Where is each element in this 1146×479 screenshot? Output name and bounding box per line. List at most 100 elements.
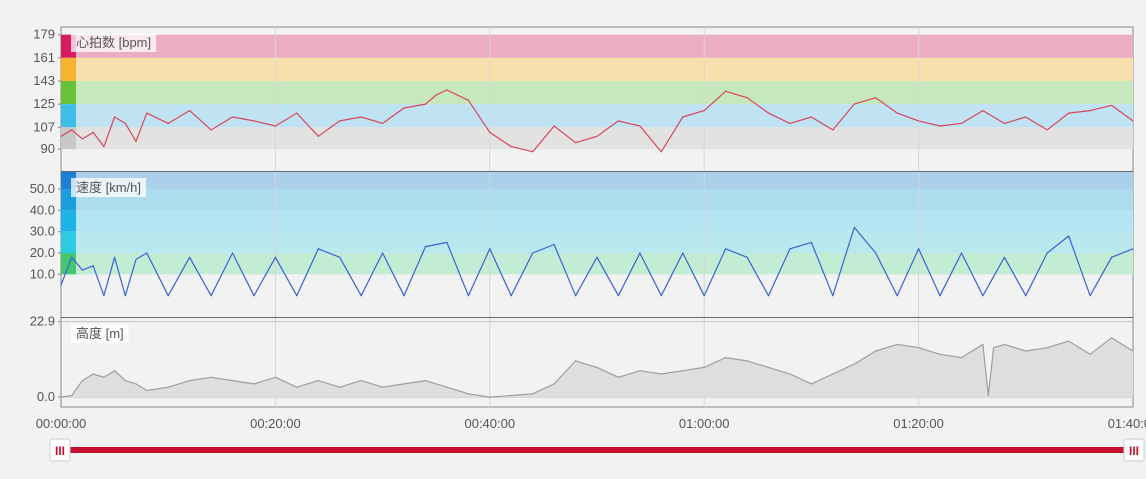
data-point-1-44 (918, 248, 920, 250)
data-point-2-29 (596, 366, 598, 369)
zone-band-0-0 (61, 34, 1133, 58)
data-point-0-47 (960, 122, 963, 125)
data-point-0-18 (360, 116, 362, 118)
y-tick-label-2-1: 0.0 (37, 389, 55, 404)
data-point-1-30 (617, 295, 620, 297)
data-point-2-47 (982, 343, 984, 345)
data-point-1-12 (231, 252, 234, 254)
data-point-0-45 (918, 120, 920, 122)
data-point-2-27 (553, 383, 555, 385)
data-point-1-34 (703, 295, 705, 297)
data-point-1-25 (510, 295, 512, 297)
data-point-1-15 (296, 295, 298, 297)
data-point-0-52 (1068, 112, 1070, 114)
range-slider-track[interactable] (61, 447, 1133, 453)
data-point-1-6 (124, 295, 126, 297)
data-point-2-13 (253, 383, 255, 385)
data-point-2-48 (987, 394, 989, 397)
data-point-1-48 (1003, 256, 1005, 258)
data-point-2-14 (274, 376, 276, 378)
data-point-1-27 (553, 243, 555, 246)
zone-marker-0-2 (61, 81, 76, 105)
data-point-0-15 (296, 112, 298, 114)
data-point-2-25 (510, 394, 512, 397)
data-point-2-24 (489, 396, 491, 398)
data-point-0-48 (982, 109, 984, 112)
data-point-2-28 (574, 360, 577, 362)
x-tick-label-3: 01:00:00 (679, 416, 730, 431)
data-point-2-10 (189, 380, 191, 382)
y-tick-label-0-5: 90 (41, 141, 55, 156)
data-point-2-43 (896, 343, 898, 345)
y-tick-label-0-2: 143 (33, 73, 55, 88)
data-point-1-43 (896, 295, 898, 297)
data-point-0-0 (60, 135, 62, 137)
data-point-1-0 (60, 284, 62, 286)
data-point-1-8 (146, 252, 148, 254)
zone-marker-0-4 (61, 127, 76, 150)
panel-label-2: 高度 [m] (76, 326, 124, 341)
data-point-1-33 (682, 252, 684, 254)
y-tick-label-0-4: 107 (33, 119, 55, 134)
data-point-1-50 (1046, 252, 1048, 254)
data-point-2-50 (1003, 343, 1005, 345)
data-point-0-29 (574, 142, 577, 144)
data-point-1-20 (403, 295, 405, 297)
data-point-1-21 (424, 246, 427, 248)
data-point-1-16 (317, 248, 319, 250)
zone-band-1-0 (61, 172, 1133, 190)
panel-label-bg-2 (71, 324, 129, 343)
data-point-1-35 (725, 248, 727, 250)
data-point-0-49 (1003, 122, 1005, 125)
zone-band-1-1 (61, 189, 1133, 211)
range-slider-handle-right[interactable] (1123, 438, 1145, 462)
data-point-0-13 (253, 120, 255, 122)
data-point-2-18 (360, 380, 362, 382)
data-point-1-7 (135, 258, 137, 261)
data-point-2-53 (1068, 340, 1070, 342)
data-point-1-11 (210, 295, 212, 297)
data-point-2-12 (231, 380, 234, 382)
y-tick-label-1-1: 40.0 (30, 202, 55, 217)
zone-band-1-4 (61, 253, 1133, 275)
data-point-2-44 (918, 347, 920, 349)
data-point-2-3 (92, 373, 94, 375)
data-point-2-35 (725, 356, 727, 359)
data-point-1-41 (853, 226, 855, 229)
zone-marker-1-3 (61, 231, 76, 254)
data-point-1-28 (574, 295, 577, 297)
y-tick-label-0-0: 179 (33, 27, 55, 42)
y-tick-label-0-3: 125 (33, 96, 55, 111)
data-point-0-16 (317, 135, 319, 137)
data-point-0-1 (71, 129, 73, 131)
data-point-1-22 (446, 241, 448, 243)
data-point-0-37 (746, 97, 748, 99)
data-point-0-20 (403, 107, 405, 109)
data-point-2-6 (124, 380, 126, 382)
data-point-0-5 (114, 116, 116, 118)
data-point-1-4 (103, 295, 105, 297)
x-tick-label-5: 01:40:00 (1108, 416, 1146, 431)
data-point-0-27 (532, 151, 534, 153)
data-point-2-49 (993, 347, 995, 349)
x-tick-label-4: 01:20:00 (893, 416, 944, 431)
data-point-0-7 (135, 140, 137, 143)
data-point-1-14 (274, 256, 276, 258)
data-point-0-19 (382, 122, 384, 125)
data-point-2-30 (617, 376, 620, 378)
y-tick-label-1-2: 30.0 (30, 224, 55, 239)
data-point-0-35 (703, 109, 705, 112)
data-point-0-28 (553, 125, 555, 127)
data-point-1-1 (71, 256, 73, 258)
zone-band-0-4 (61, 127, 1133, 150)
data-point-2-7 (135, 383, 137, 385)
range-slider-handle-left[interactable] (49, 438, 71, 462)
zone-marker-0-3 (61, 104, 76, 128)
data-point-1-54 (1132, 248, 1134, 250)
data-point-0-31 (617, 120, 620, 122)
data-point-1-17 (339, 256, 341, 258)
x-tick-label-1: 00:20:00 (250, 416, 301, 431)
data-point-2-56 (1132, 350, 1134, 352)
data-point-0-17 (339, 120, 341, 122)
